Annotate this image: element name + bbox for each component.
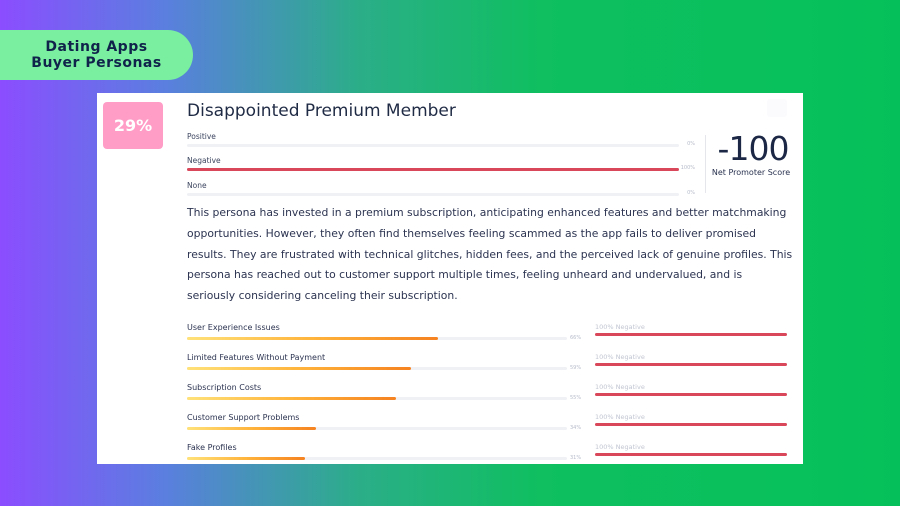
issue-row: Fake Profiles 31% 100% Negative <box>187 443 802 464</box>
sentiment-value: 0% <box>687 190 695 196</box>
issue-name: Subscription Costs <box>187 383 262 392</box>
issue-negative-bar <box>595 333 787 336</box>
issue-name: Customer Support Problems <box>187 413 300 422</box>
issue-name: User Experience Issues <box>187 323 280 332</box>
issue-track <box>187 427 567 430</box>
issue-row: Subscription Costs 55% 100% Negative <box>187 383 802 413</box>
issue-row: Limited Features Without Payment 59% 100… <box>187 353 802 383</box>
issue-negative-label: 100% Negative <box>595 443 645 451</box>
persona-title: Disappointed Premium Member <box>187 101 456 121</box>
issue-name: Fake Profiles <box>187 443 237 452</box>
issue-negative-bar <box>595 453 787 456</box>
sentiment-label: Positive <box>187 132 216 141</box>
issue-track <box>187 337 567 340</box>
issue-percent: 31% <box>570 455 582 461</box>
issue-negative-bar <box>595 423 787 426</box>
nps-label: Net Promoter Score <box>711 168 791 177</box>
header-pill: Dating Apps Buyer Personas <box>0 30 193 80</box>
issue-row: User Experience Issues 66% 100% Negative <box>187 323 802 353</box>
sentiment-positive: Positive 0% <box>187 132 695 147</box>
issue-negative-bar <box>595 393 787 396</box>
sentiment-negative: Negative 100% <box>187 156 695 171</box>
sentiment-track <box>187 144 679 147</box>
persona-percent-badge: 29% <box>103 102 163 149</box>
issue-fill <box>187 367 412 370</box>
issue-percent: 34% <box>570 425 582 431</box>
sentiment-none: None 0% <box>187 181 695 196</box>
sentiment-value: 100% <box>680 165 695 171</box>
issue-name: Limited Features Without Payment <box>187 353 326 362</box>
issue-fill <box>187 427 317 430</box>
issue-track <box>187 457 567 460</box>
nps-divider <box>705 135 706 193</box>
issue-fill <box>187 397 396 400</box>
sentiment-fill <box>187 168 679 171</box>
issue-negative-label: 100% Negative <box>595 323 645 331</box>
issue-track <box>187 397 567 400</box>
persona-card: 29% Disappointed Premium Member Positive… <box>97 93 803 464</box>
issue-negative-label: 100% Negative <box>595 383 645 391</box>
issue-row: Customer Support Problems 34% 100% Negat… <box>187 413 802 443</box>
issue-fill <box>187 457 305 460</box>
pill-title-line1: Dating Apps <box>45 39 148 55</box>
persona-description: This persona has invested in a premium s… <box>187 206 793 303</box>
sentiment-value: 0% <box>687 141 695 147</box>
issue-fill <box>187 337 438 340</box>
issue-track <box>187 367 567 370</box>
sentiment-label: None <box>187 181 207 190</box>
pill-title-line2: Buyer Personas <box>31 55 162 71</box>
issue-percent: 55% <box>570 395 582 401</box>
issue-percent: 66% <box>570 335 582 341</box>
issue-negative-bar <box>595 363 787 366</box>
issue-negative-label: 100% Negative <box>595 353 645 361</box>
issue-negative-label: 100% Negative <box>595 413 645 421</box>
corner-placeholder <box>767 99 787 117</box>
nps-score: -100 <box>717 129 790 168</box>
sentiment-label: Negative <box>187 156 221 165</box>
issue-percent: 59% <box>570 365 582 371</box>
sentiment-track <box>187 193 679 196</box>
sentiment-track <box>187 168 679 171</box>
